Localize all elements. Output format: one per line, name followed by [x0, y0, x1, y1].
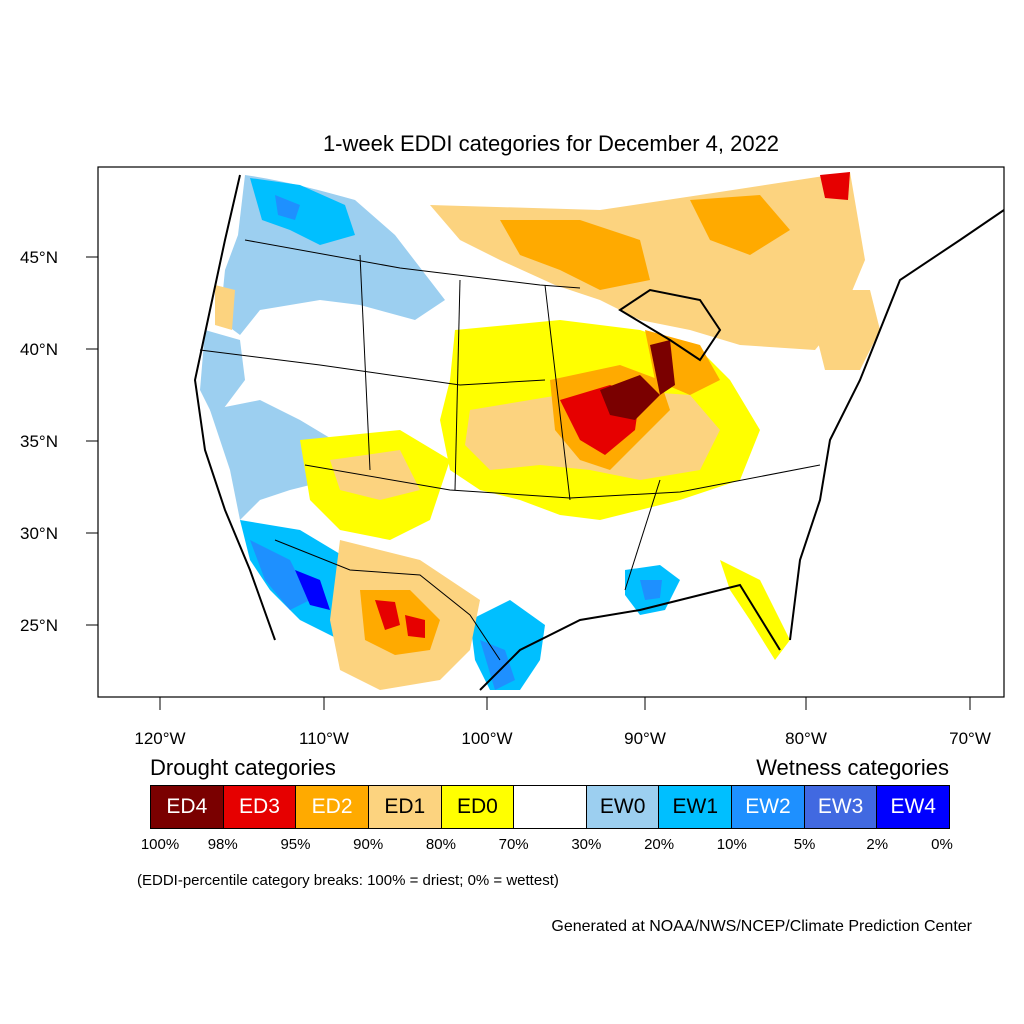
legend-box-ed2: ED2 [296, 786, 369, 828]
break-label: 100% [140, 836, 180, 853]
category-break-note: (EDDI-percentile category breaks: 100% =… [137, 872, 559, 889]
great-lakes [618, 288, 722, 362]
coastlines [193, 174, 1004, 691]
category-legend: ED4 ED3 ED2 ED1 ED0 EW0 EW1 EW2 EW3 EW4 [150, 785, 950, 829]
meridian-b [544, 284, 571, 501]
break-label: 5% [793, 836, 816, 853]
lat-label: 45°N [20, 248, 58, 267]
legend-box-ew0: EW0 [586, 786, 660, 828]
legend-box-ew3: EW3 [804, 786, 878, 828]
lat-label: 30°N [20, 524, 58, 543]
ew4-sonora [295, 570, 330, 610]
lat-label: 35°N [20, 432, 58, 451]
ed3-quebec [820, 172, 850, 200]
lat-axis: 45°N 40°N 35°N 30°N 25°N [20, 248, 98, 635]
atlantic-coast [789, 209, 1004, 641]
lon-label: 80°W [785, 729, 827, 748]
break-label: 30% [571, 836, 602, 853]
wetness-categories-heading: Wetness categories [756, 755, 949, 780]
mississippi [624, 479, 661, 591]
legend-box-ew1: EW1 [659, 786, 733, 828]
lon-label: 90°W [624, 729, 666, 748]
ed2-ontario [690, 195, 790, 255]
boundaries [199, 239, 821, 661]
drought-categories-heading: Drought categories [150, 755, 336, 780]
lon-axis: 120°W 110°W 100°W 90°W 80°W 70°W [134, 697, 991, 748]
ew0-california-coast [200, 330, 245, 420]
ew2-baja [250, 540, 310, 610]
lon-label: 70°W [949, 729, 991, 748]
eddi-map: 45°N 40°N 35°N 30°N 25°N 120°W 110°W 100… [20, 166, 1005, 748]
legend-box-ed4: ED4 [151, 786, 224, 828]
ed4-illinois [600, 375, 660, 420]
mexico-border [274, 539, 501, 661]
lon-label: 100°W [461, 729, 512, 748]
legend-box-ew2: EW2 [732, 786, 805, 828]
meridian-c [359, 254, 371, 471]
ew2-gulf-coast [480, 640, 515, 690]
state-line-a [199, 349, 546, 386]
ew2-louisiana-core [640, 580, 662, 600]
wetness-regions [200, 175, 680, 690]
ew0-great-basin [210, 400, 350, 520]
break-label: 20% [644, 836, 675, 853]
legend-box-ed3: ED3 [223, 786, 297, 828]
ed1-arizona-nm [330, 450, 420, 500]
break-label: 90% [353, 836, 384, 853]
ed3-chihuahua-b [405, 615, 425, 638]
lat-label: 40°N [20, 340, 58, 359]
break-label: 2% [866, 836, 889, 853]
ed3-chihuahua-a [375, 600, 400, 630]
break-label: 95% [280, 836, 311, 853]
lon-label: 110°W [299, 729, 349, 748]
pacific-coast [193, 174, 276, 641]
ed2-minnesota [500, 220, 650, 290]
drought-regions [215, 172, 880, 690]
gulf-coast [479, 583, 781, 691]
break-label: 70% [498, 836, 529, 853]
ed4-lake-michigan [650, 340, 675, 395]
break-label: 98% [207, 836, 238, 853]
ew2-cascades [275, 195, 300, 220]
percentile-breaks: 100% 98% 95% 90% 80% 70% 30% 20% 10% 5% 2% 0% [0, 836, 1024, 856]
meridian-a [454, 279, 461, 491]
legend-box-ew4: EW4 [877, 786, 950, 828]
ew1-washington [250, 178, 355, 245]
credit-line: Generated at NOAA/NWS/NCEP/Climate Predi… [551, 918, 972, 935]
break-label: 10% [716, 836, 747, 853]
break-label: 0% [931, 836, 953, 853]
legend-box-ed1: ED1 [368, 786, 442, 828]
lat-label: 25°N [20, 616, 58, 635]
break-label: 80% [425, 836, 456, 853]
canada-border [244, 239, 581, 289]
map-title: 1-week EDDI categories for December 4, 2… [322, 131, 780, 156]
ed1-oregon-coast [215, 285, 235, 330]
lon-label: 120°W [134, 729, 185, 748]
legend-box-ed0: ED0 [441, 786, 515, 828]
legend-box-neutral [514, 786, 587, 828]
ed1-new-england [815, 290, 880, 370]
